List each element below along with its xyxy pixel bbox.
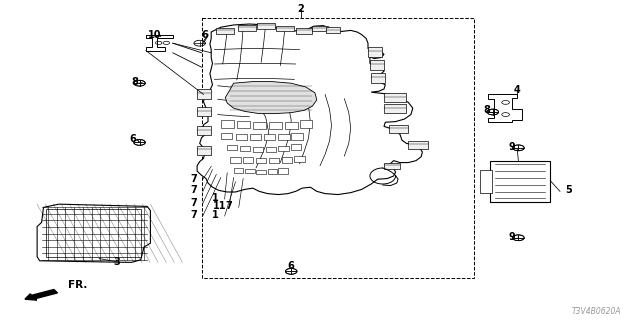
Bar <box>312 26 328 31</box>
Bar <box>296 28 312 34</box>
Bar <box>197 146 211 155</box>
Bar <box>326 27 340 33</box>
Bar <box>278 146 289 151</box>
Text: 8: 8 <box>483 105 490 116</box>
Polygon shape <box>197 24 422 195</box>
Bar <box>278 134 290 140</box>
Text: 6: 6 <box>130 134 136 144</box>
Bar <box>197 126 211 135</box>
Bar <box>490 161 550 202</box>
Bar <box>370 60 384 70</box>
Bar <box>197 107 211 116</box>
Polygon shape <box>488 94 522 122</box>
Text: 5: 5 <box>565 185 572 196</box>
Bar <box>285 122 298 129</box>
Bar <box>269 158 279 163</box>
Bar <box>269 122 282 129</box>
Bar <box>480 170 492 193</box>
Polygon shape <box>225 82 317 114</box>
Bar <box>291 133 303 140</box>
Text: 4: 4 <box>514 84 520 95</box>
Text: 6: 6 <box>202 29 208 40</box>
Text: 1: 1 <box>212 210 218 220</box>
Text: 10: 10 <box>148 29 162 40</box>
Bar <box>46 209 141 257</box>
Bar <box>384 104 406 113</box>
Bar <box>384 93 406 102</box>
Bar <box>240 146 250 151</box>
Bar <box>408 141 428 149</box>
Bar <box>291 144 301 150</box>
Text: T3V4B0620A: T3V4B0620A <box>571 308 621 316</box>
Bar <box>268 169 277 174</box>
Bar <box>276 26 294 31</box>
Bar <box>389 125 408 133</box>
Text: 7: 7 <box>226 201 232 212</box>
Bar <box>278 168 288 174</box>
Text: 3: 3 <box>113 257 120 268</box>
Text: 7: 7 <box>190 185 196 196</box>
Text: 7: 7 <box>190 210 196 220</box>
Bar <box>256 170 266 174</box>
Bar <box>371 73 385 83</box>
Bar <box>253 122 266 129</box>
Bar <box>237 121 250 128</box>
Bar <box>221 120 234 128</box>
Bar <box>294 156 305 162</box>
Text: 11: 11 <box>212 201 227 212</box>
Text: 2: 2 <box>298 4 304 14</box>
Bar <box>238 25 256 31</box>
Bar <box>256 158 266 163</box>
Bar <box>250 134 261 140</box>
Text: 6: 6 <box>288 260 294 271</box>
Bar <box>236 134 247 140</box>
Text: 8: 8 <box>131 76 138 87</box>
Bar <box>227 145 237 150</box>
Bar <box>230 157 241 163</box>
Text: 7: 7 <box>190 197 196 208</box>
Bar <box>243 157 253 163</box>
Text: 7: 7 <box>190 173 196 184</box>
Bar <box>368 47 382 57</box>
Bar <box>202 18 474 278</box>
Bar <box>257 23 275 29</box>
Bar <box>384 163 400 169</box>
Bar <box>282 157 292 163</box>
Bar <box>253 147 263 152</box>
Bar <box>266 147 276 152</box>
Bar <box>264 134 275 140</box>
Text: 9: 9 <box>509 232 515 242</box>
Bar <box>245 169 255 173</box>
Polygon shape <box>37 204 150 262</box>
Bar <box>216 28 234 34</box>
Bar <box>300 120 312 128</box>
Bar <box>221 133 232 139</box>
Text: 9: 9 <box>509 142 515 152</box>
Bar <box>197 89 211 99</box>
Text: FR.: FR. <box>68 280 88 291</box>
FancyArrow shape <box>25 290 58 300</box>
Polygon shape <box>146 35 173 51</box>
Bar <box>234 168 243 173</box>
Text: 1: 1 <box>212 193 218 204</box>
